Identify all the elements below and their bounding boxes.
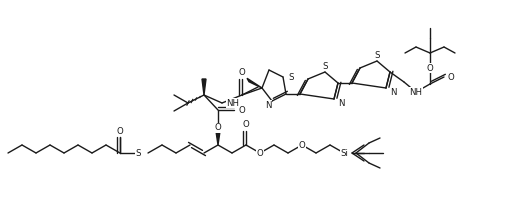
Text: O: O bbox=[214, 124, 221, 132]
Text: O: O bbox=[239, 106, 246, 114]
Text: S: S bbox=[322, 62, 328, 70]
Polygon shape bbox=[216, 128, 220, 145]
Text: O: O bbox=[299, 141, 305, 149]
Text: NH: NH bbox=[409, 88, 423, 96]
Text: N: N bbox=[338, 98, 345, 108]
Text: O: O bbox=[427, 64, 433, 72]
Text: Si: Si bbox=[340, 148, 348, 157]
Text: O: O bbox=[116, 127, 123, 135]
Text: O: O bbox=[239, 68, 246, 76]
Text: O: O bbox=[242, 120, 249, 129]
Polygon shape bbox=[247, 78, 262, 88]
Text: O: O bbox=[257, 148, 264, 157]
Text: S: S bbox=[288, 72, 294, 82]
Polygon shape bbox=[202, 79, 206, 95]
Text: Si: Si bbox=[340, 148, 348, 157]
Text: NH: NH bbox=[226, 98, 239, 108]
Text: S: S bbox=[374, 50, 380, 60]
Text: N: N bbox=[390, 88, 396, 96]
Text: O: O bbox=[447, 72, 454, 82]
Text: S: S bbox=[135, 148, 141, 157]
Text: N: N bbox=[265, 101, 271, 109]
